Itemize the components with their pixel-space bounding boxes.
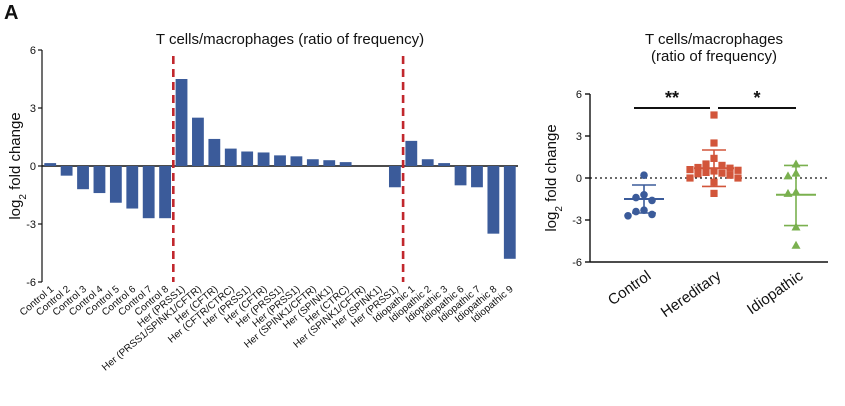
panel-letter: A: [4, 2, 19, 24]
data-point-control: [648, 210, 656, 219]
data-point-hereditary: [718, 169, 726, 177]
data-point-idiopathic: [791, 159, 801, 168]
data-point-hereditary: [726, 171, 734, 179]
scatter-chart-y-label: log2 fold change: [543, 124, 565, 231]
data-point-idiopathic: [783, 171, 793, 180]
data-point-idiopathic: [791, 240, 801, 249]
bar: [339, 162, 352, 166]
data-point-hereditary: [734, 166, 742, 174]
bar: [126, 166, 139, 209]
bar: [241, 151, 254, 166]
bar: [257, 152, 270, 166]
bar: [487, 166, 500, 234]
significance-label: **: [665, 88, 679, 108]
data-point-control: [640, 191, 648, 199]
bar: [454, 166, 467, 186]
bar: [208, 138, 221, 166]
data-point-hereditary: [710, 167, 718, 175]
bar: [159, 166, 172, 219]
scatter-y-tick-label: 3: [576, 131, 582, 143]
data-point-control: [624, 212, 632, 220]
group-label: Idiopathic: [744, 267, 807, 318]
bar: [142, 166, 155, 219]
data-point-hereditary: [710, 154, 718, 162]
scatter-y-tick-label: -6: [572, 257, 582, 269]
bar: [421, 159, 434, 166]
data-point-control: [632, 193, 640, 202]
data-point-hereditary: [726, 164, 734, 172]
data-point-hereditary: [718, 161, 726, 169]
bar-y-tick-label: 6: [30, 45, 36, 57]
data-point-hereditary: [686, 166, 694, 174]
scatter-y-tick-label: 6: [576, 89, 582, 101]
bar-y-tick-label: -3: [26, 219, 36, 231]
bar: [388, 166, 401, 188]
data-point-control: [632, 207, 640, 216]
bar: [109, 166, 122, 203]
data-point-hereditary: [702, 160, 710, 168]
group-label: Control: [605, 267, 654, 309]
bar: [93, 166, 106, 194]
data-point-hereditary: [702, 168, 710, 176]
data-point-control: [640, 206, 648, 214]
significance-label: *: [753, 88, 760, 108]
bar: [405, 140, 418, 166]
data-point-hereditary: [734, 174, 742, 182]
bar-y-tick-label: -6: [26, 277, 36, 289]
scatter-chart-title-line1: T cells/macrophages: [645, 31, 783, 48]
bar: [438, 163, 451, 166]
bar-chart-y-label: log2 fold change: [7, 112, 29, 219]
bar: [290, 156, 303, 166]
scatter-chart-title-line2: (ratio of frequency): [651, 48, 777, 65]
bar-y-tick-label: 3: [30, 103, 36, 115]
group-label: Hereditary: [658, 267, 725, 321]
data-point-idiopathic: [791, 168, 801, 177]
scatter-y-tick-label: -3: [572, 215, 582, 227]
data-point-hereditary: [694, 170, 702, 178]
bar-y-tick-label: 0: [30, 161, 36, 173]
bar: [471, 166, 483, 188]
data-point-control: [640, 171, 648, 179]
bar: [503, 166, 516, 259]
data-point-idiopathic: [791, 222, 801, 231]
data-point-hereditary: [686, 174, 694, 182]
data-point-hereditary: [710, 111, 718, 119]
data-point-hereditary: [710, 189, 718, 197]
data-point-hereditary: [710, 178, 718, 186]
bar-chart-title: T cells/macrophages (ratio of frequency): [156, 31, 424, 48]
bar: [77, 166, 89, 190]
data-point-hereditary: [694, 163, 702, 172]
bar: [224, 148, 237, 166]
data-point-hereditary: [710, 139, 718, 147]
bar: [175, 79, 188, 166]
bar: [60, 166, 73, 176]
bar: [306, 159, 319, 166]
data-point-control: [648, 196, 656, 205]
scatter-y-tick-label: 0: [576, 173, 582, 185]
bar: [323, 160, 336, 166]
data-point-idiopathic: [783, 188, 793, 197]
bar: [274, 155, 286, 166]
bar: [192, 117, 204, 166]
bar-chart: T cells/macrophages (ratio of frequency)…: [7, 31, 518, 373]
bar: [44, 163, 57, 166]
data-point-idiopathic: [791, 187, 801, 196]
